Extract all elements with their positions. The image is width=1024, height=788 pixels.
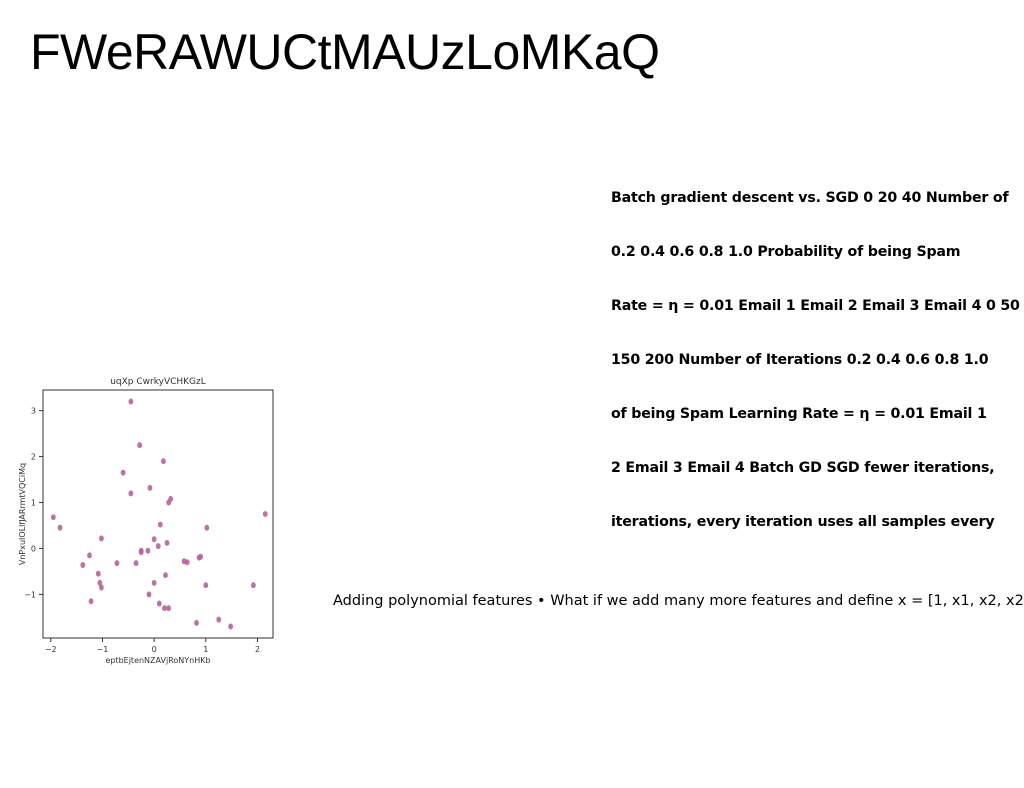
plot-frame	[42, 389, 274, 639]
y-axis-label: VnPxuIOLlfJARrmtVQCiMq	[18, 463, 27, 565]
scatter-point	[99, 584, 104, 591]
scatter-point	[161, 458, 166, 465]
y-tick-label: 0	[31, 544, 36, 553]
scatter-point	[155, 543, 161, 550]
x-tick-label: 0	[152, 645, 157, 654]
scatter-point	[120, 469, 126, 476]
x-tick-label: −1	[97, 645, 109, 654]
bold-text-line: Batch gradient descent vs. SGD 0 20 40 N…	[611, 190, 1009, 206]
y-tick-label: 2	[31, 453, 36, 462]
scatter-point	[128, 398, 134, 405]
scatter-point	[114, 560, 120, 567]
x-axis-label: eptbEjtenNZAVjRoNYnHKb	[105, 656, 210, 665]
scatter-point	[194, 619, 199, 626]
scatter-point	[156, 600, 162, 607]
scatter-point	[151, 579, 157, 586]
scatter-point	[87, 552, 92, 559]
bold-text-line: iterations, every iteration uses all sam…	[611, 514, 995, 530]
scatter-point	[97, 579, 103, 586]
scatter-point	[137, 442, 143, 449]
body-text: Adding polynomial features • What if we …	[333, 593, 1024, 609]
scatter-point	[80, 561, 86, 568]
slide-title: FWeRAWUCtMAUzLoMKaQ	[30, 24, 660, 80]
bold-text-line: 0.2 0.4 0.6 0.8 1.0 Probability of being…	[611, 244, 961, 260]
x-tick-label: −2	[45, 645, 57, 654]
scatter-point	[262, 511, 268, 517]
scatter-point	[95, 570, 101, 577]
scatter-point	[147, 484, 153, 491]
x-tick-label: 2	[255, 645, 260, 654]
scatter-point	[216, 616, 222, 623]
chart-title: uqXp CwrkyVCHKGzL	[110, 377, 206, 387]
scatter-point	[151, 536, 157, 543]
scatter-point	[157, 521, 163, 528]
y-tick-label: 1	[31, 499, 36, 508]
scatter-point	[50, 514, 56, 521]
scatter-point	[166, 605, 171, 612]
scatter-point	[138, 549, 144, 556]
scatter-point	[146, 591, 152, 598]
y-tick-label: 3	[31, 407, 36, 416]
scatter-point	[163, 572, 168, 579]
scatter-point	[57, 524, 63, 531]
scatter-point	[184, 559, 190, 566]
bold-text-line: Rate = η = 0.01 Email 1 Email 2 Email 3 …	[611, 298, 1020, 314]
scatter-point	[196, 554, 202, 561]
scatter-point	[133, 560, 139, 567]
y-axis-ticks: −1 0 1 2 3	[24, 407, 43, 599]
scatter-point	[164, 539, 170, 546]
bold-text-block: Batch gradient descent vs. SGD 0 20 40 N…	[611, 153, 1024, 549]
scatter-point	[99, 535, 104, 542]
x-axis-ticks: −2 −1 0 1 2	[45, 638, 260, 654]
scatter-points	[50, 398, 268, 630]
x-tick-label: 1	[203, 645, 208, 654]
scatter-point	[250, 582, 256, 589]
y-tick-label: −1	[24, 590, 36, 599]
scatter-point	[228, 623, 234, 630]
bold-text-line: of being Spam Learning Rate = η = 0.01 E…	[611, 406, 987, 422]
scatter-plot: uqXp CwrkyVCHKGzL −2 −1 0 1 2 −1 0 1 2 3 eptbEjt…	[18, 377, 274, 665]
bold-text-line: 150 200 Number of Iterations 0.2 0.4 0.6…	[611, 352, 989, 368]
scatter-point	[145, 547, 151, 554]
bold-text-line: 2 Email 3 Email 4 Batch GD SGD fewer ite…	[611, 460, 995, 476]
scatter-point	[166, 499, 171, 506]
scatter-point	[203, 582, 209, 589]
scatter-point	[162, 605, 167, 612]
scatter-point	[204, 524, 210, 531]
scatter-point	[88, 598, 94, 605]
scatter-point	[128, 490, 134, 497]
